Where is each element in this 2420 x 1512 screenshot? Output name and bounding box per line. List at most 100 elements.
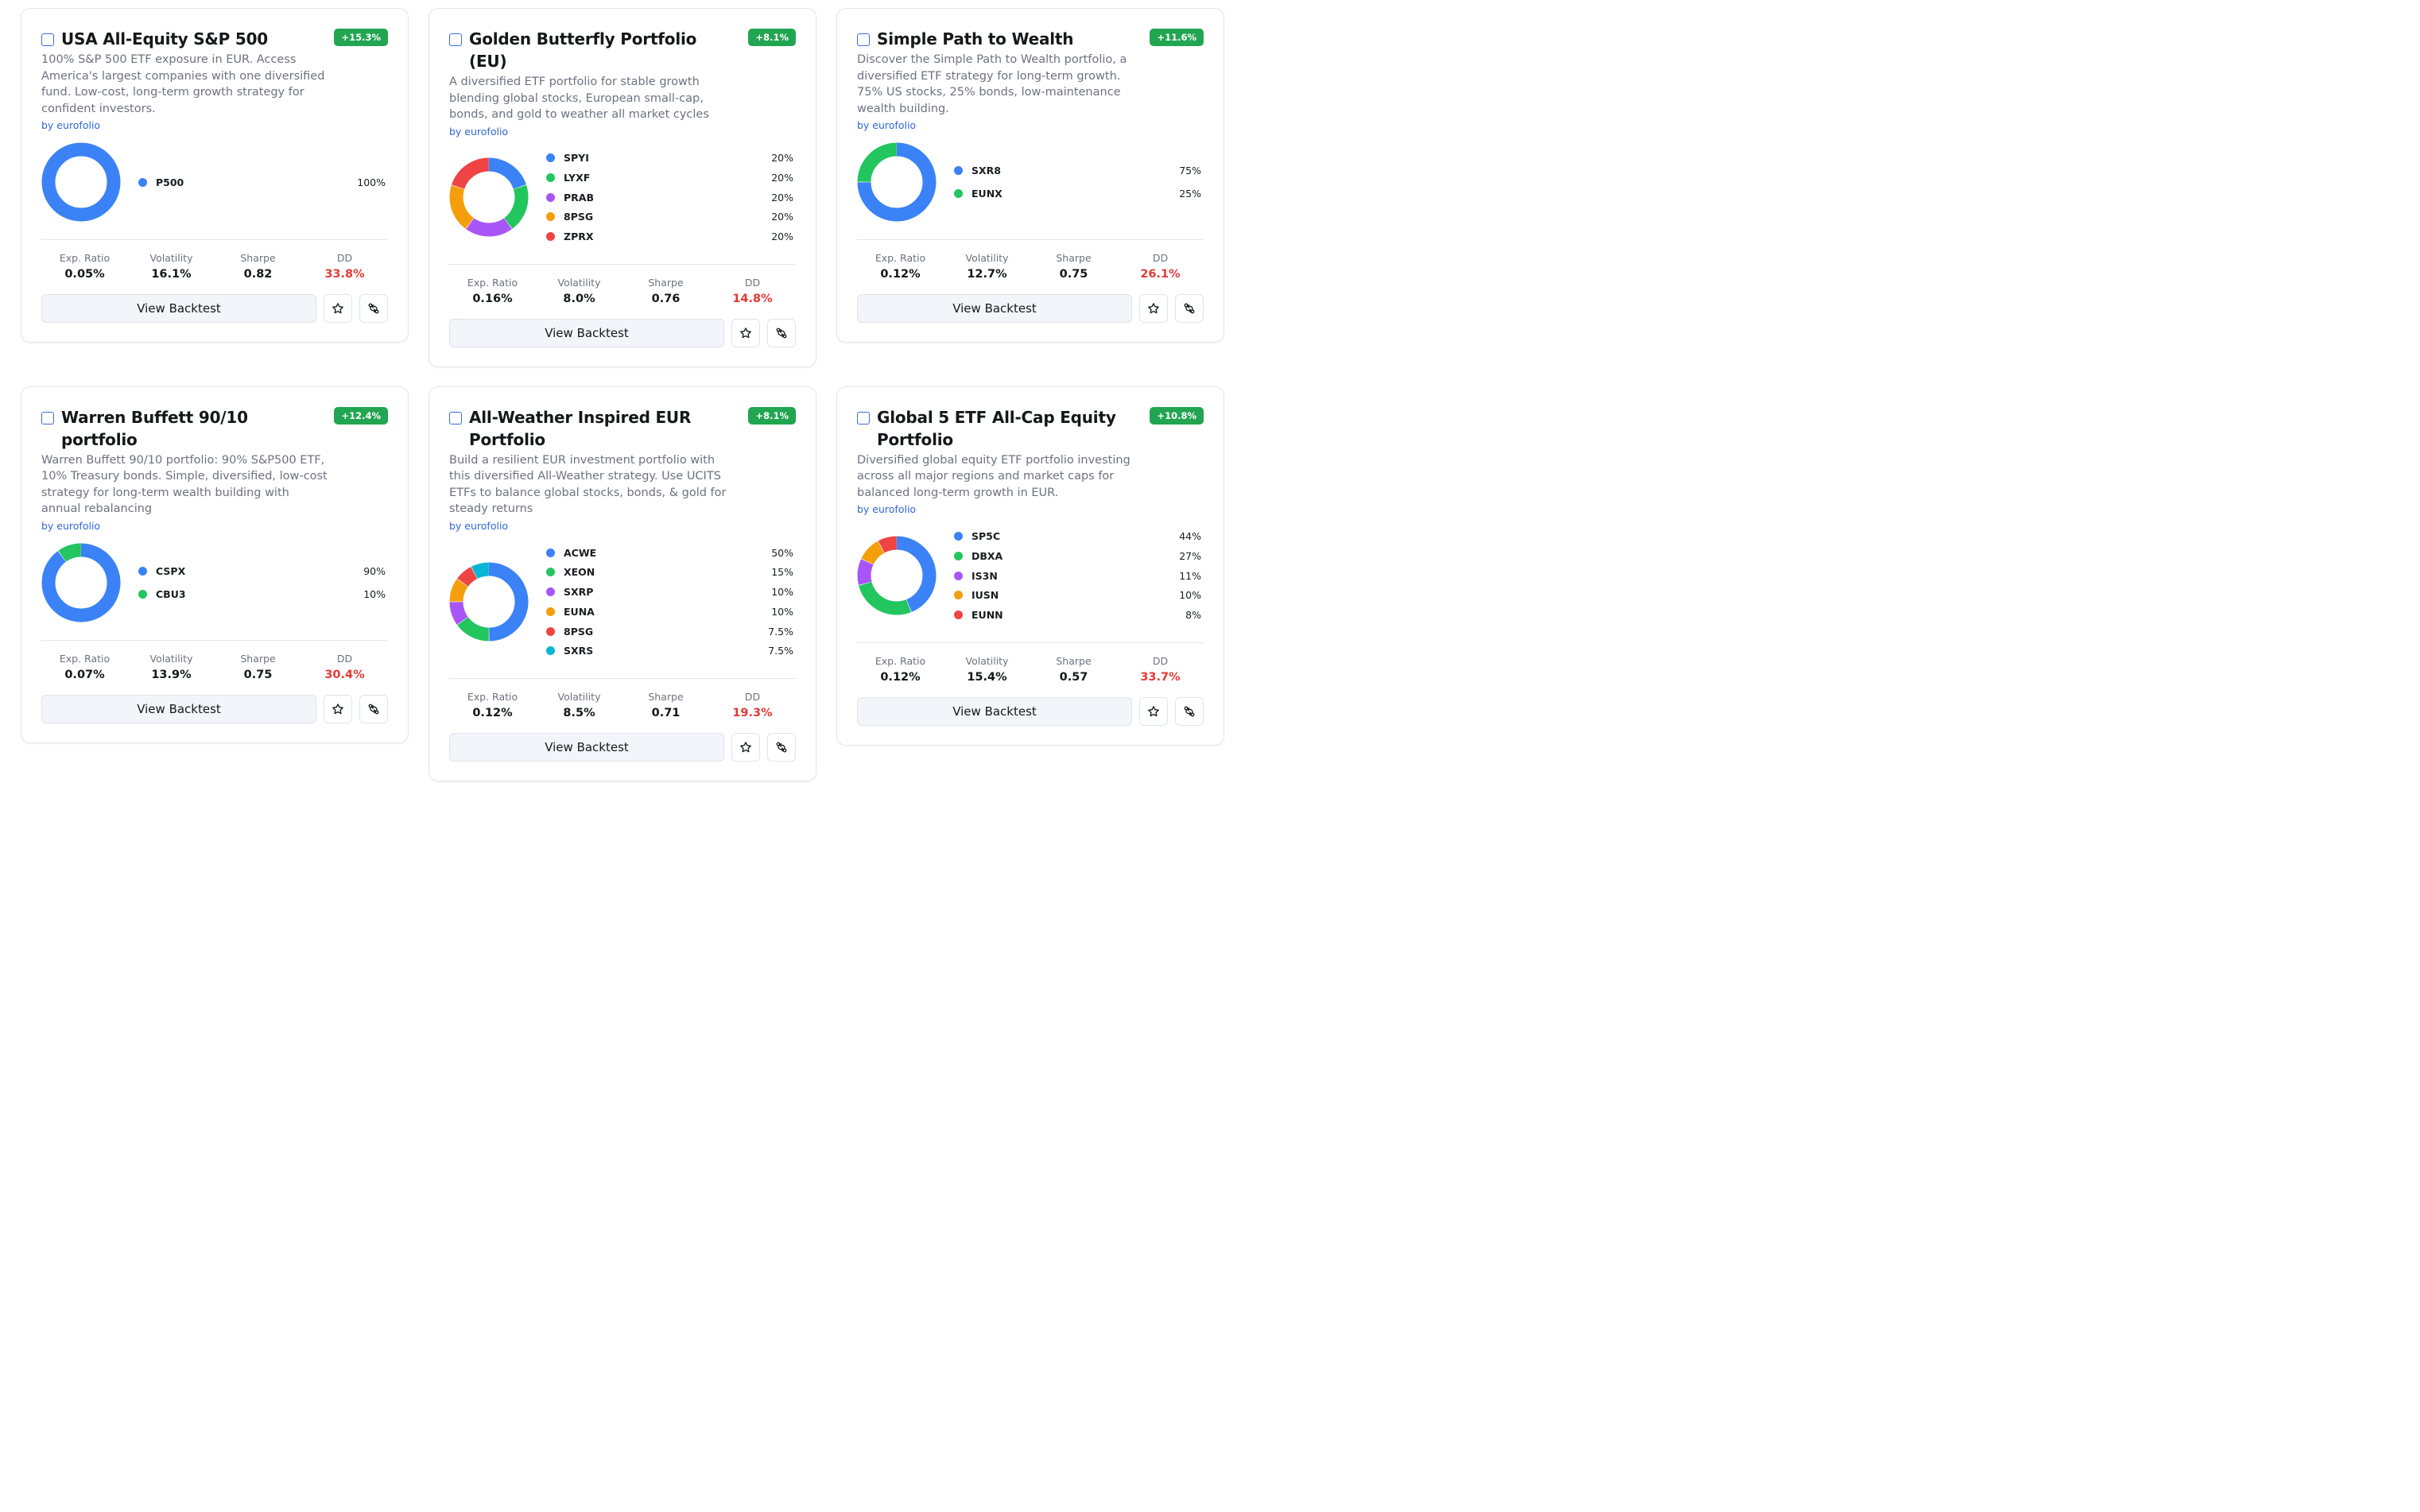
legend-item: SP5C 44% bbox=[954, 526, 1204, 546]
donut-slice-p500 bbox=[41, 142, 121, 222]
allocation: SPYI 20% LYXF 20% PRAB 20% 8PSG 20% ZPRX 20% bbox=[449, 149, 796, 246]
legend-item: SXRP 10% bbox=[546, 582, 796, 602]
stat-volatility: Volatility 13.9% bbox=[128, 653, 215, 681]
stat-value: 0.12% bbox=[472, 707, 513, 720]
author-link[interactable]: by eurofolio bbox=[857, 503, 917, 516]
holding-ticker: SPYI bbox=[564, 152, 589, 165]
view-backtest-button[interactable]: View Backtest bbox=[41, 294, 316, 323]
portfolio-title[interactable]: Warren Buffett 90/10 portfolio bbox=[61, 407, 248, 449]
legend-color-dot bbox=[546, 626, 555, 636]
card-actions: View Backtest bbox=[857, 294, 1204, 323]
divider bbox=[449, 263, 796, 265]
holding-ticker: EUNN bbox=[971, 609, 1003, 622]
author-link[interactable]: by eurofolio bbox=[41, 519, 101, 532]
select-checkbox[interactable] bbox=[857, 33, 870, 46]
favorite-button[interactable] bbox=[731, 318, 760, 347]
holding-ticker: SP5C bbox=[971, 530, 1001, 543]
stat-label: Sharpe bbox=[648, 276, 684, 289]
favorite-button[interactable] bbox=[1139, 294, 1168, 323]
holding-ticker: CSPX bbox=[156, 564, 186, 577]
favorite-button[interactable] bbox=[1139, 696, 1168, 726]
allocation: P500 100% bbox=[41, 142, 388, 222]
stat-value: 30.4% bbox=[324, 668, 365, 681]
select-checkbox[interactable] bbox=[41, 411, 54, 425]
star-icon bbox=[1148, 706, 1159, 717]
stat-sharpe: Sharpe 0.76 bbox=[622, 277, 709, 305]
stat-value: 0.12% bbox=[880, 268, 921, 281]
compare-button[interactable] bbox=[767, 733, 796, 762]
portfolio-title[interactable]: All-Weather Inspired EUR Portfolio bbox=[469, 407, 692, 449]
star-icon bbox=[332, 704, 343, 715]
legend-item: SPYI 20% bbox=[546, 149, 796, 169]
legend-color-dot bbox=[546, 173, 555, 183]
git-compare-icon bbox=[368, 704, 379, 715]
holding-ticker: ZPRX bbox=[564, 231, 594, 243]
stat-value: 33.8% bbox=[324, 268, 365, 281]
legend-color-dot bbox=[954, 166, 963, 175]
author-link[interactable]: by eurofolio bbox=[857, 119, 917, 131]
compare-button[interactable] bbox=[767, 318, 796, 347]
author-link[interactable]: by eurofolio bbox=[41, 119, 101, 131]
compare-button[interactable] bbox=[1175, 294, 1204, 323]
view-backtest-button[interactable]: View Backtest bbox=[449, 318, 724, 347]
author-link[interactable]: by eurofolio bbox=[449, 519, 509, 532]
stat-label: DD bbox=[1152, 252, 1169, 264]
git-compare-icon bbox=[776, 742, 787, 753]
legend-item: ACWE 50% bbox=[546, 543, 796, 563]
git-compare-icon bbox=[1184, 706, 1195, 717]
legend-item: XEON 15% bbox=[546, 563, 796, 583]
holding-percent: 50% bbox=[771, 546, 793, 559]
select-checkbox[interactable] bbox=[41, 33, 54, 46]
legend-color-dot bbox=[546, 153, 555, 163]
favorite-button[interactable] bbox=[324, 694, 352, 723]
holding-ticker: PRAB bbox=[564, 191, 594, 204]
view-backtest-button[interactable]: View Backtest bbox=[449, 733, 724, 762]
holding-percent: 20% bbox=[771, 231, 793, 243]
legend-color-dot bbox=[138, 589, 147, 599]
legend-color-dot bbox=[546, 548, 555, 557]
compare-button[interactable] bbox=[359, 294, 388, 323]
portfolio-title[interactable]: Global 5 ETF All-Cap Equity Portfolio bbox=[877, 407, 1116, 449]
stat-label: Sharpe bbox=[1056, 654, 1092, 667]
donut-slice-acwe bbox=[449, 562, 529, 642]
donut-slice-dbxa bbox=[857, 536, 937, 615]
view-backtest-button[interactable]: View Backtest bbox=[857, 294, 1132, 323]
stat-exp-ratio: Exp. Ratio 0.12% bbox=[449, 691, 536, 720]
card-actions: View Backtest bbox=[41, 694, 388, 723]
legend-item: IS3N 11% bbox=[954, 566, 1204, 586]
stat-volatility: Volatility 16.1% bbox=[128, 253, 215, 281]
stat-label: Sharpe bbox=[648, 691, 684, 704]
favorite-button[interactable] bbox=[324, 294, 352, 323]
stat-value: 26.1% bbox=[1140, 268, 1181, 281]
stat-label: Sharpe bbox=[1056, 252, 1092, 264]
stat-value: 0.12% bbox=[880, 670, 921, 684]
allocation-donut-chart bbox=[449, 157, 529, 237]
author-link[interactable]: by eurofolio bbox=[449, 125, 509, 138]
portfolio-title[interactable]: USA All-Equity S&P 500 bbox=[61, 29, 269, 48]
stats-row: Exp. Ratio 0.05% Volatility 16.1% Sharpe… bbox=[41, 253, 388, 281]
select-checkbox[interactable] bbox=[857, 411, 870, 425]
favorite-button[interactable] bbox=[731, 733, 760, 762]
donut-slice-cspx bbox=[41, 543, 121, 622]
allocation-donut-chart bbox=[857, 142, 937, 222]
holding-ticker: IS3N bbox=[971, 569, 998, 582]
legend-color-dot bbox=[954, 571, 963, 580]
select-checkbox[interactable] bbox=[449, 33, 462, 46]
stat-volatility: Volatility 8.5% bbox=[536, 692, 622, 720]
stat-label: Exp. Ratio bbox=[59, 252, 111, 264]
stat-label: Exp. Ratio bbox=[467, 691, 518, 704]
stat-value: 19.3% bbox=[732, 707, 773, 720]
portfolio-title[interactable]: Simple Path to Wealth bbox=[877, 29, 1074, 48]
portfolio-title[interactable]: Golden Butterfly Portfolio (EU) bbox=[469, 29, 697, 71]
select-checkbox[interactable] bbox=[449, 411, 462, 425]
view-backtest-button[interactable]: View Backtest bbox=[857, 696, 1132, 726]
legend-item: CBU3 10% bbox=[138, 583, 388, 606]
view-backtest-button[interactable]: View Backtest bbox=[41, 694, 316, 723]
stat-value: 14.8% bbox=[732, 292, 773, 305]
compare-button[interactable] bbox=[359, 694, 388, 723]
return-badge: +15.3% bbox=[334, 29, 388, 46]
stat-drawdown: DD 14.8% bbox=[709, 277, 796, 305]
stat-sharpe: Sharpe 0.71 bbox=[622, 691, 709, 720]
holding-percent: 11% bbox=[1179, 569, 1201, 582]
compare-button[interactable] bbox=[1175, 696, 1204, 726]
